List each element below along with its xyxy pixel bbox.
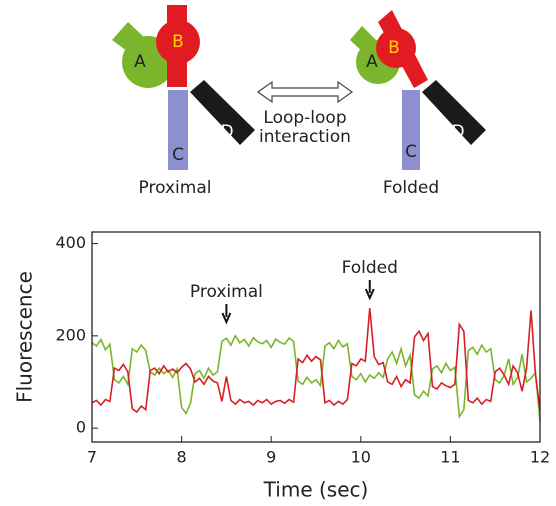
part-label: A [134,52,146,72]
state-label: Proximal [139,178,212,198]
x-tick-label: 11 [440,448,460,467]
plot-frame [91,231,541,443]
arrow-label: interaction [259,127,351,147]
x-tick-label: 7 [87,448,97,467]
annotation: Proximal [190,282,263,302]
proximal-diagram: A B C D Proximal [112,5,255,198]
part-label: C [405,142,417,162]
trace [91,334,541,422]
part-label: C [172,145,184,165]
y-tick-label: 200 [55,325,86,344]
state-label: Folded [383,178,439,198]
y-axis-label: Fluorescence [13,271,37,403]
arrow-label: Loop-loop [263,108,346,128]
x-tick-label: 12 [530,448,550,467]
annotation-arrow [221,304,232,325]
folded-diagram: A B C D Folded [350,10,486,198]
x-tick-label: 8 [177,448,187,467]
annotation: Folded [342,258,398,278]
y-tick-label: 400 [55,233,86,252]
trace [91,308,541,414]
y-tick-label: 0 [76,418,86,437]
chart: 7 8 9 10 11 12 0 200 400 Proximal Folded [55,233,550,466]
part-label: B [388,38,400,58]
x-axis-label: Time (sec) [263,478,369,502]
double-arrow [256,80,354,104]
part-label: A [366,52,378,72]
x-tick-label: 9 [266,448,276,467]
part-label: D [220,122,233,142]
x-tick-label: 10 [351,448,371,467]
part-label: D [451,122,464,142]
part-label: B [172,32,184,52]
annotation-arrow [364,280,375,301]
